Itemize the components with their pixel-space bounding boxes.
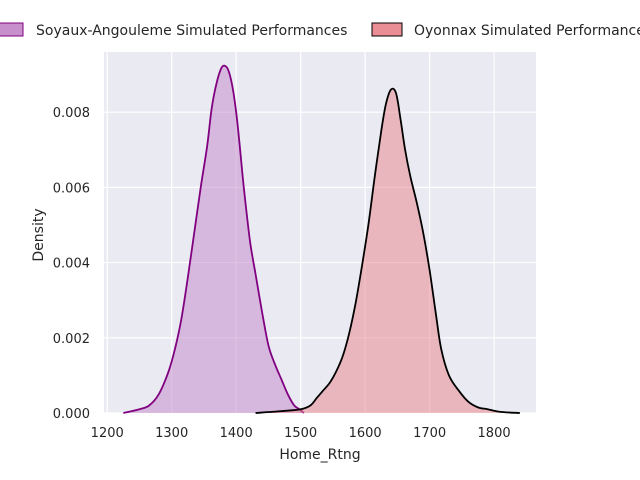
y-axis-ticks: 0.000 0.002 0.004 0.006 0.008 <box>53 106 90 422</box>
x-axis-ticks: 1200 1300 1400 1500 1600 1700 1800 <box>91 426 511 441</box>
y-tick-label: 0.004 <box>53 257 90 272</box>
x-tick-label: 1300 <box>155 426 188 441</box>
y-tick-label: 0.000 <box>53 407 90 422</box>
y-axis-label: Density <box>31 208 47 261</box>
x-tick-label: 1600 <box>349 426 382 441</box>
y-tick-label: 0.006 <box>53 181 90 196</box>
x-tick-label: 1400 <box>220 426 253 441</box>
density-line-0 <box>123 64 305 414</box>
density-areas <box>123 64 520 414</box>
legend-swatch-oyonnax <box>371 22 403 37</box>
legend: Soyaux-Angouleme Simulated Performances … <box>0 22 640 39</box>
plot-background <box>104 52 536 413</box>
density-area-1 <box>255 88 520 414</box>
x-tick-label: 1700 <box>413 426 446 441</box>
legend-label-soyaux-angouleme: Soyaux-Angouleme Simulated Performances <box>36 23 347 39</box>
density-area-0 <box>123 65 304 413</box>
y-tick-label: 0.002 <box>53 332 90 347</box>
density-line-1 <box>255 87 520 414</box>
x-tick-label: 1800 <box>478 426 511 441</box>
y-tick-label: 0.008 <box>53 106 90 121</box>
legend-swatch-soyaux-angouleme <box>0 22 24 37</box>
x-tick-label: 1200 <box>91 426 124 441</box>
x-axis-label: Home_Rtng <box>279 447 360 463</box>
x-tick-label: 1500 <box>284 426 317 441</box>
legend-label-oyonnax: Oyonnax Simulated Performances <box>414 23 640 39</box>
